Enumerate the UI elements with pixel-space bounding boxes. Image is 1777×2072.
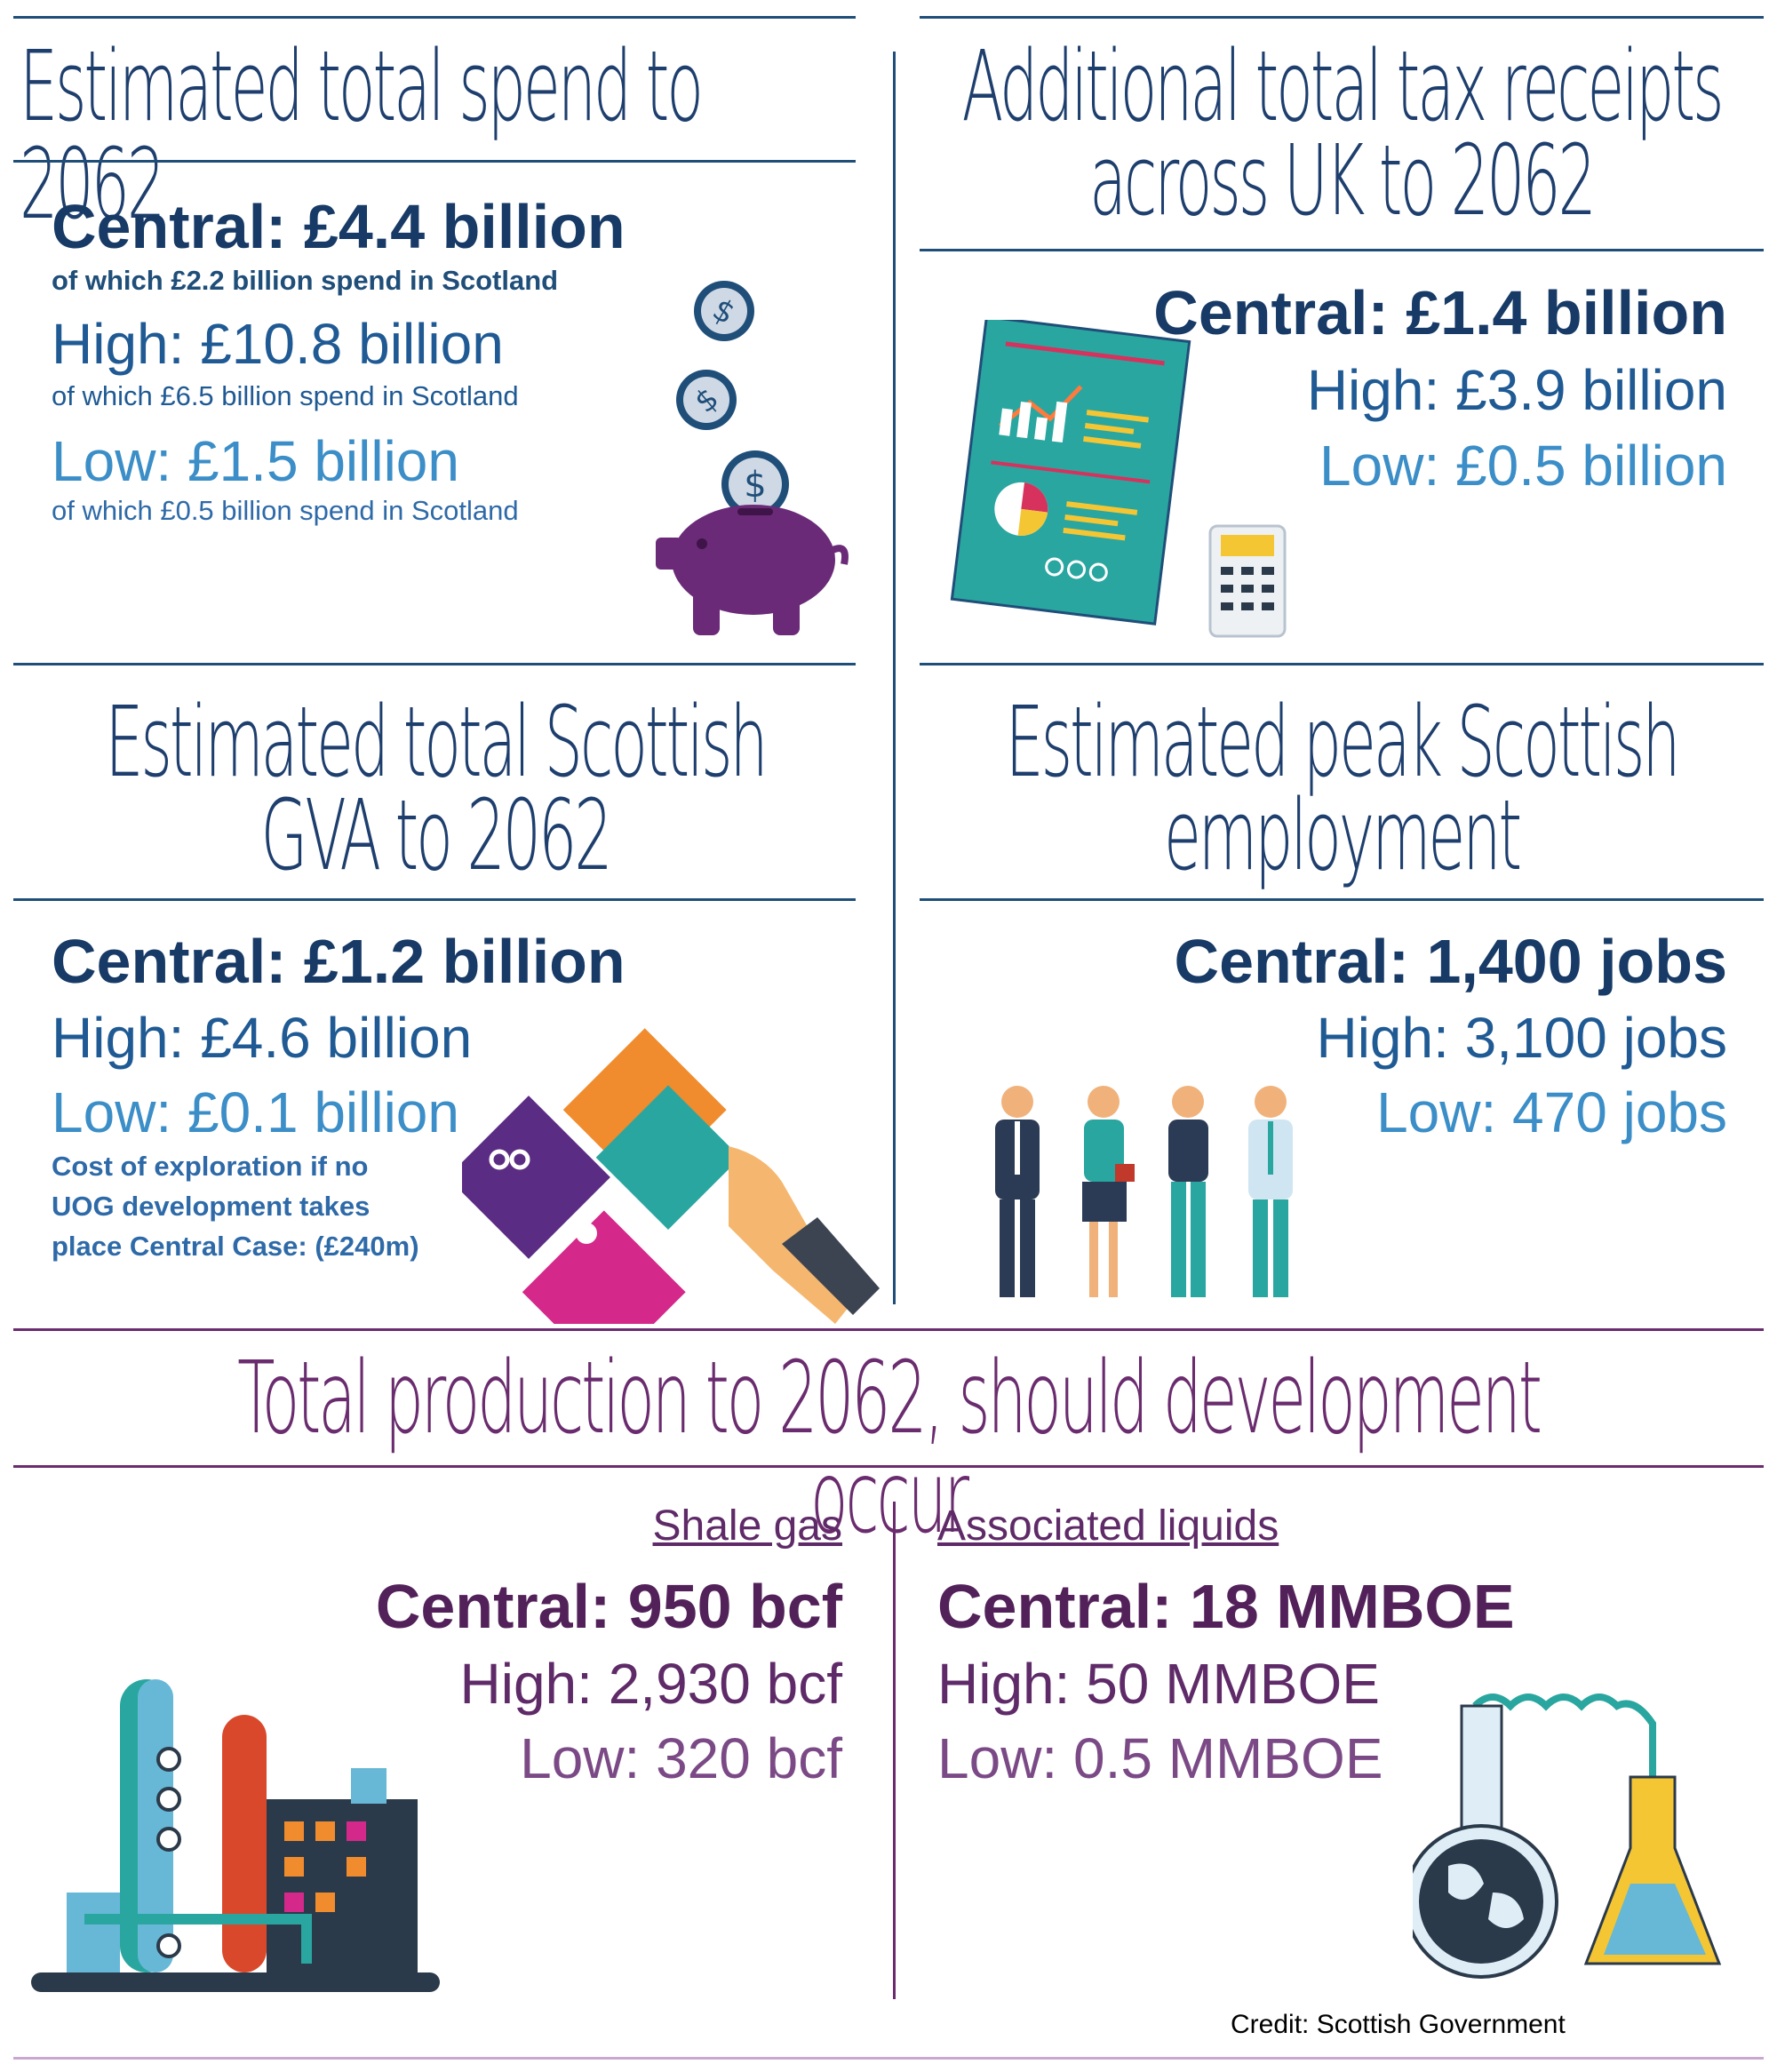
gva-title-line1: Estimated total Scottish xyxy=(105,685,768,799)
people-icon xyxy=(995,1086,1293,1297)
divider xyxy=(920,898,1764,901)
liquids-high: High: 50 MMBOE xyxy=(937,1652,1380,1716)
flask-globe-icon xyxy=(1413,1693,1722,1979)
tax-title-line2: across UK to 2062 xyxy=(1089,124,1597,237)
shale-central: Central: 950 bcf xyxy=(375,1572,842,1641)
spend-high: High: £10.8 billion xyxy=(52,312,504,376)
svg-text:$: $ xyxy=(744,465,766,506)
shale-low: Low: 320 bcf xyxy=(520,1726,842,1790)
tax-high: High: £3.9 billion xyxy=(1306,358,1727,422)
tax-low: Low: £0.5 billion xyxy=(1319,434,1727,498)
calculator-icon xyxy=(1208,524,1287,638)
coin-icon: $ xyxy=(676,370,737,430)
employment-low: Low: 470 jobs xyxy=(1376,1080,1727,1144)
employment-title-line2: employment xyxy=(1163,778,1522,892)
divider xyxy=(13,160,856,163)
divider xyxy=(13,16,856,19)
spend-high-sub: of which £6.5 billion spend in Scotland xyxy=(52,380,519,411)
piggy-bank-icon: $ $ $ xyxy=(656,281,849,635)
liquids-low: Low: 0.5 MMBOE xyxy=(937,1726,1383,1790)
spend-low: Low: £1.5 billion xyxy=(52,429,459,493)
divider xyxy=(13,2057,1764,2060)
coin-icon: $ xyxy=(721,450,789,518)
gva-low: Low: £0.1 billion xyxy=(52,1080,459,1144)
tax-title-line1: Additional total tax receipts xyxy=(961,29,1725,143)
credit: Credit: Scottish Government xyxy=(1231,2010,1566,2039)
puzzle-hand-icon xyxy=(462,1028,880,1324)
liquids-central: Central: 18 MMBOE xyxy=(937,1572,1515,1641)
spend-title: Estimated total spend to 2062 xyxy=(20,29,704,241)
divider xyxy=(920,663,1764,665)
divider xyxy=(920,249,1764,251)
employment-title-line1: Estimated peak Scottish xyxy=(1005,685,1681,799)
spend-central: Central: £4.4 billion xyxy=(52,192,626,261)
employment-central: Central: 1,400 jobs xyxy=(1174,927,1727,996)
shale-label: Shale gas xyxy=(652,1502,843,1550)
spend-central-sub: of which £2.2 billion spend in Scotland xyxy=(52,265,559,296)
gva-central: Central: £1.2 billion xyxy=(52,927,626,996)
refinery-icon xyxy=(31,1679,440,1992)
divider xyxy=(13,1328,1764,1331)
gva-note-line1: Cost of exploration if no xyxy=(52,1151,369,1182)
liquids-label: Associated liquids xyxy=(937,1502,1279,1550)
divider xyxy=(13,663,856,665)
gva-note-line3: place Central Case: (£240m) xyxy=(52,1231,419,1262)
divider xyxy=(893,1502,896,1999)
shale-high: High: 2,930 bcf xyxy=(459,1652,843,1716)
coin-icon: $ xyxy=(694,281,754,341)
divider xyxy=(13,1465,1764,1468)
gva-title-line2: GVA to 2062 xyxy=(260,778,612,892)
divider xyxy=(13,898,856,901)
report-document-icon xyxy=(950,320,1191,626)
divider xyxy=(920,16,1764,19)
gva-high: High: £4.6 billion xyxy=(52,1006,473,1070)
tax-central: Central: £1.4 billion xyxy=(1153,278,1727,347)
divider xyxy=(893,52,896,1304)
spend-low-sub: of which £0.5 billion spend in Scotland xyxy=(52,495,519,526)
production-title: Total production to 2062, should develop… xyxy=(237,1341,1542,1556)
employment-high: High: 3,100 jobs xyxy=(1316,1006,1727,1070)
gva-note-line2: UOG development takes xyxy=(52,1191,371,1222)
